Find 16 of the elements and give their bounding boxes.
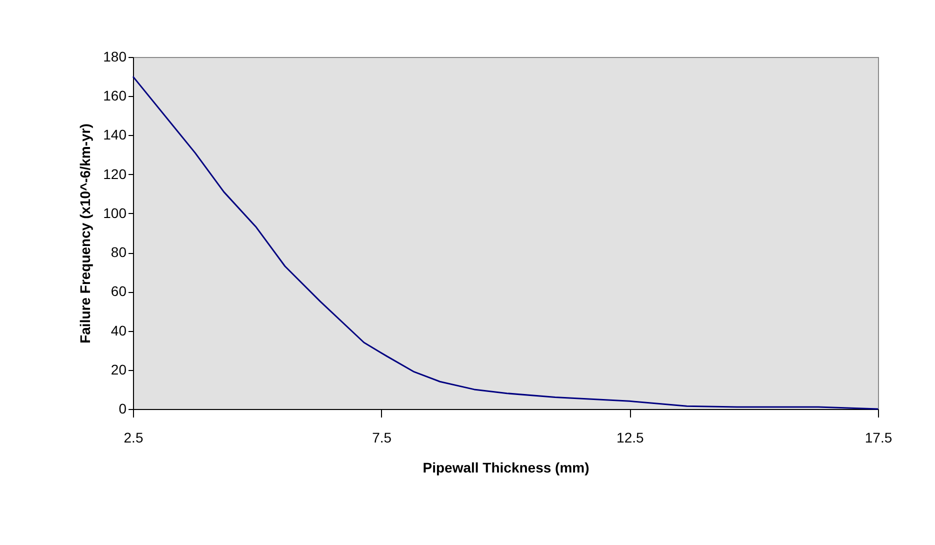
y-tick-label: 60 [110,283,127,300]
y-tick-label: 180 [103,48,127,64]
y-tick-label: 140 [103,126,127,143]
y-tick-label: 0 [118,400,127,416]
y-tick-label: 20 [110,361,127,378]
y-tick-label: 100 [103,204,127,221]
y-tick-label: 40 [110,322,127,338]
y-tick-label: 160 [103,88,127,104]
y-tick-label: 80 [110,244,127,260]
x-tick-label: 2.5 [124,430,144,446]
x-axis-title: Pipewall Thickness (mm) [422,460,590,476]
y-tick-label: 120 [103,166,127,182]
x-tick-label: 7.5 [372,430,392,446]
y-axis-title: Failure Frequency (x10^-6/km-yr) [77,124,94,344]
x-tick-label: 17.5 [864,430,892,446]
x-tick-label: 12.5 [616,430,644,446]
